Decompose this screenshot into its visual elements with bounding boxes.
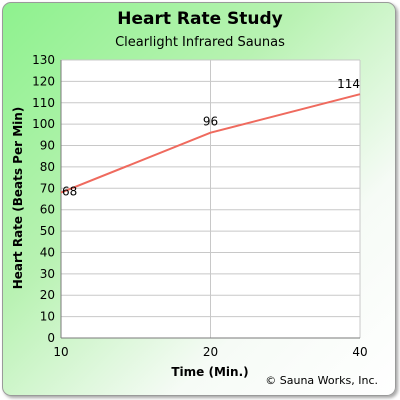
- y-tick-label: 80: [40, 160, 55, 174]
- x-tick-label: 20: [203, 345, 218, 359]
- chart-subtitle: Clearlight Infrared Saunas: [115, 35, 285, 50]
- series-line: [60, 93, 361, 194]
- y-tick-label: 100: [32, 117, 55, 131]
- y-tick-label: 90: [40, 139, 55, 153]
- x-tick-label: 40: [352, 345, 367, 359]
- data-label: 68: [62, 185, 77, 199]
- y-tick-label: 10: [40, 310, 55, 324]
- series-line-group: [60, 93, 361, 194]
- data-label: 114: [337, 77, 360, 91]
- y-tick-label: 120: [32, 74, 55, 88]
- y-tick-label: 40: [40, 245, 55, 259]
- chart-title: Heart Rate Study: [117, 9, 283, 29]
- y-tick-label: 20: [40, 288, 55, 302]
- y-tick-labels: 0 10 20 30 40 50 60 70 80 90 100 110 120 130: [32, 53, 55, 345]
- y-tick-label: 110: [32, 96, 55, 110]
- x-tick-labels: 10 20 40: [53, 345, 367, 359]
- y-tick-label: 30: [40, 267, 55, 281]
- y-tick-label: 130: [32, 53, 55, 67]
- data-label: 96: [203, 115, 218, 129]
- data-labels: 68 96 114: [62, 77, 360, 198]
- copyright-text: © Sauna Works, Inc.: [265, 374, 378, 387]
- y-tick-label: 0: [47, 331, 55, 345]
- x-axis-title: Time (Min.): [171, 365, 248, 379]
- y-tick-label: 60: [40, 203, 55, 217]
- y-tick-label: 70: [40, 181, 55, 195]
- x-tick-label: 10: [53, 345, 68, 359]
- y-axis-title: Heart Rate (Beats Per Min): [11, 107, 25, 290]
- y-tick-label: 50: [40, 224, 55, 238]
- gridlines: [60, 59, 361, 339]
